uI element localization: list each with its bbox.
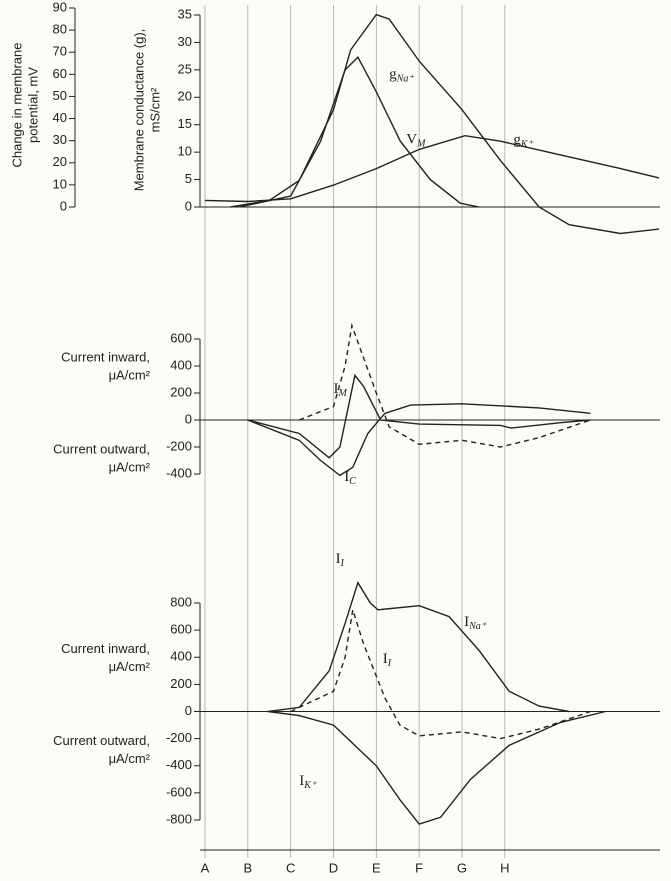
series-subscript: C <box>349 476 356 487</box>
series-subscript: K⁺ <box>520 139 534 150</box>
series-label: IC <box>344 469 356 487</box>
x-tick-label: D <box>329 860 338 875</box>
inward-label: Current inward, <box>61 349 150 364</box>
outward-label: Current outward, <box>53 441 150 456</box>
x-tick-label: G <box>457 860 467 875</box>
y-tick-label: 600 <box>170 622 192 637</box>
x-tick-label: F <box>415 860 423 875</box>
series-name: I <box>383 651 388 667</box>
inward-label: μA/cm² <box>109 659 151 674</box>
y-tick-label: -400 <box>166 757 192 772</box>
y-tick-label: 70 <box>53 44 67 59</box>
outward-label: μA/cm² <box>109 459 151 474</box>
y2-axis-label: mS/cm² <box>147 87 162 132</box>
series-name: I <box>299 773 304 789</box>
y-tick-label: 30 <box>178 34 192 49</box>
y-tick-label: 5 <box>185 171 192 186</box>
y-tick-label: 10 <box>178 144 192 159</box>
y-tick-label: -800 <box>166 811 192 826</box>
x-tick-label: A <box>201 860 210 875</box>
y-tick-label: -400 <box>166 465 192 480</box>
y-tick-label: 0 <box>185 411 192 426</box>
series-line <box>230 13 660 235</box>
y-tick-label: 0 <box>185 703 192 718</box>
y-tick-label: -600 <box>166 784 192 799</box>
series-line <box>298 322 591 448</box>
series-name: g <box>389 67 397 83</box>
y-tick-label: 80 <box>53 22 67 37</box>
series-line <box>247 373 591 459</box>
y-tick-label: 40 <box>53 110 67 125</box>
x-tick-label: C <box>286 860 295 875</box>
series-name: I <box>344 469 349 485</box>
inward-label: μA/cm² <box>109 367 151 382</box>
series-subscript: I <box>340 558 345 569</box>
series-subscript: I <box>387 658 392 669</box>
y-tick-label: -200 <box>166 438 192 453</box>
series-subscript: M <box>337 388 347 399</box>
series-line <box>204 134 660 203</box>
y-tick-label: 35 <box>178 6 192 21</box>
outward-label: Current outward, <box>53 733 150 748</box>
x-tick-label: E <box>372 860 381 875</box>
y-tick-label: 15 <box>178 116 192 131</box>
series-label: IM <box>333 381 347 399</box>
series-subscript: Na⁺ <box>468 621 487 632</box>
series-label: gNa⁺ <box>389 67 414 85</box>
y-tick-label: 0 <box>60 198 67 213</box>
y-tick-label: 200 <box>170 676 192 691</box>
series-name: V <box>406 132 417 148</box>
series-name: I <box>336 551 341 567</box>
series-label: VM <box>406 132 426 150</box>
series-subscript: Na⁺ <box>396 74 415 85</box>
series-label: II <box>336 551 345 569</box>
y-tick-label: 0 <box>185 198 192 213</box>
series-label: IK⁺ <box>299 773 317 791</box>
y-tick-label: 400 <box>170 649 192 664</box>
y-axis-label: potential, mV <box>25 67 40 143</box>
series-name: I <box>333 381 338 397</box>
y-tick-label: 20 <box>178 89 192 104</box>
series-label: INa⁺ <box>464 614 487 632</box>
series-line <box>267 581 570 713</box>
y-tick-label: 20 <box>53 154 67 169</box>
series-subscript: K⁺ <box>303 780 317 791</box>
series-subscript: M <box>416 139 426 150</box>
y-tick-label: 200 <box>170 384 192 399</box>
y-tick-label: 60 <box>53 66 67 81</box>
series-line <box>247 403 591 477</box>
series-line <box>239 56 480 208</box>
y-tick-label: 600 <box>170 330 192 345</box>
y-tick-label: 50 <box>53 88 67 103</box>
y-tick-label: 25 <box>178 61 192 76</box>
series-name: g <box>513 133 521 149</box>
series-name: I <box>464 614 469 630</box>
outward-label: μA/cm² <box>109 751 151 766</box>
x-tick-label: B <box>243 860 252 875</box>
y-tick-label: 400 <box>170 357 192 372</box>
y-tick-label: -200 <box>166 730 192 745</box>
y-tick-label: 90 <box>53 0 67 14</box>
inward-label: Current inward, <box>61 641 150 656</box>
y-tick-label: 30 <box>53 132 67 147</box>
series-line <box>290 609 591 740</box>
series-label: gK⁺ <box>513 133 533 151</box>
x-tick-label: H <box>500 860 509 875</box>
y-tick-label: 10 <box>53 176 67 191</box>
series-label: II <box>383 651 392 669</box>
y-axis-label: Change in membrane <box>9 42 24 167</box>
y2-axis-label: Membrane conductance (g), <box>131 29 146 192</box>
y-tick-label: 800 <box>170 594 192 609</box>
series-line <box>267 710 606 825</box>
